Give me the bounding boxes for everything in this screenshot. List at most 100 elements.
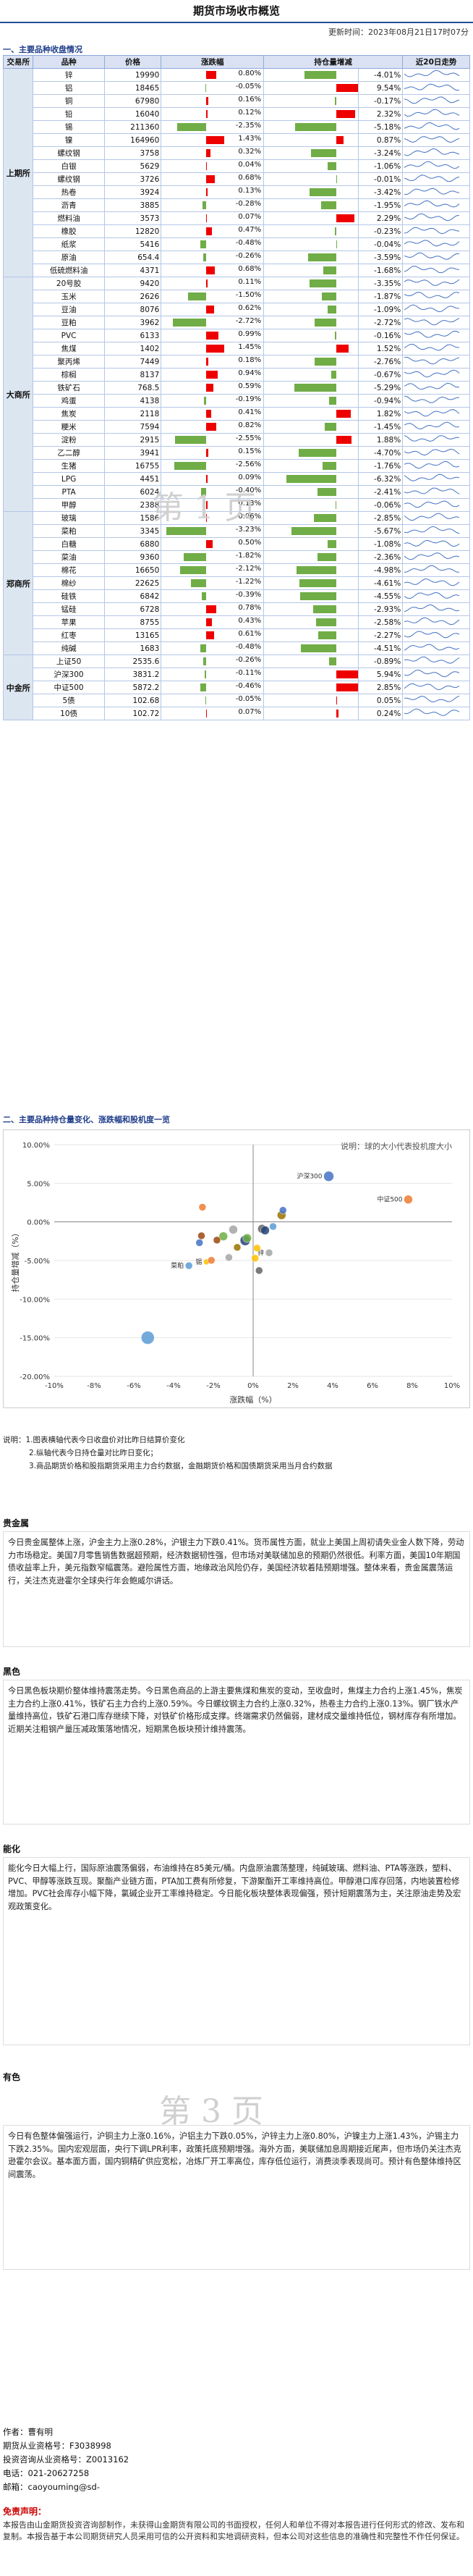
oi-bar <box>322 462 337 470</box>
oi-value: -0.17% <box>358 94 404 108</box>
change-bar <box>206 605 216 613</box>
oi-cell <box>263 198 359 212</box>
table-row: 白银 5629 0.04% -1.06% <box>4 159 470 173</box>
change-bar <box>184 553 207 561</box>
oi-cell <box>263 368 359 382</box>
oi-cell <box>263 303 359 316</box>
oi-cell <box>263 576 359 590</box>
oi-cell <box>263 107 359 121</box>
sparkline <box>404 70 460 77</box>
commodity-name: 螺纹钢 <box>33 146 105 160</box>
x-tick-label: 6% <box>367 1382 378 1390</box>
price-cell: 6880 <box>103 537 162 551</box>
oi-value: -0.16% <box>358 329 404 342</box>
oi-cell <box>263 641 359 655</box>
price-cell: 5872.2 <box>103 681 162 694</box>
change-value: 0.11% <box>238 278 262 286</box>
sparkline-cell <box>402 498 470 512</box>
price-cell: 19990 <box>103 68 162 82</box>
commodity-name: 铁矿石 <box>33 381 105 395</box>
advisor-id: 投资咨询从业资格号：Z0013162 <box>3 2454 129 2465</box>
oi-cell <box>263 290 359 303</box>
oi-bar <box>336 670 358 678</box>
change-bar <box>203 201 207 209</box>
oi-value: 2.32% <box>358 107 404 121</box>
section-heading: 黑色 <box>3 1667 21 1677</box>
change-bar <box>206 110 208 118</box>
change-cell: 1.43% <box>161 133 265 147</box>
section-heading: 能化 <box>3 1844 21 1854</box>
disclaimer-title: 免责声明： <box>3 2506 47 2517</box>
oi-bar <box>318 631 337 639</box>
data-point <box>195 1239 203 1247</box>
change-bar <box>166 527 207 535</box>
sparkline-line <box>404 435 460 442</box>
sparkline-cell <box>402 81 470 95</box>
change-value: 0.12% <box>238 109 262 117</box>
commodity-name: 聚丙烯 <box>33 355 105 369</box>
oi-cell <box>263 511 359 525</box>
table-row: 聚丙烯 7449 0.18% -2.76% <box>4 355 470 369</box>
change-cell: 0.15% <box>161 446 265 460</box>
sparkline <box>404 617 460 626</box>
sparkline-cell <box>402 668 470 681</box>
oi-value: -1.68% <box>358 264 404 277</box>
col-change: 涨跌幅 <box>161 55 265 69</box>
commodity-name: 铜 <box>33 94 105 108</box>
oi-cell <box>263 316 359 329</box>
change-value: 1.43% <box>238 135 262 143</box>
table-row: 锰硅 6728 0.78% -2.93% <box>4 602 470 616</box>
sparkline-cell <box>402 316 470 329</box>
sparkline <box>404 382 460 390</box>
oi-value: -1.45% <box>358 420 404 434</box>
oi-cell <box>263 224 359 238</box>
change-bar <box>206 475 208 483</box>
table-row: 纸浆 5416 -0.48% -0.04% <box>4 237 470 251</box>
price-cell: 8076 <box>103 303 162 316</box>
sparkline <box>404 539 460 547</box>
change-bar <box>206 136 224 144</box>
sparkline-line <box>404 631 460 639</box>
sparkline-cell <box>402 641 470 655</box>
price-cell: 2118 <box>103 407 162 421</box>
oi-cell <box>263 420 359 434</box>
oi-bar <box>329 657 337 665</box>
oi-value: -4.98% <box>358 563 404 577</box>
oi-cell <box>263 277 359 290</box>
commodity-name: 红枣 <box>33 628 105 642</box>
price-cell: 1402 <box>103 342 162 355</box>
change-value: -0.05% <box>235 83 262 91</box>
oi-value: -2.72% <box>358 316 404 329</box>
data-point <box>251 1254 259 1263</box>
price-cell: 16040 <box>103 107 162 121</box>
commodity-name: 菜粕 <box>33 524 105 538</box>
change-value: 0.99% <box>238 330 262 338</box>
change-value: -0.48% <box>235 643 262 651</box>
oi-value: 9.54% <box>358 81 404 95</box>
sparkline-line <box>404 604 460 613</box>
data-point <box>218 1232 228 1241</box>
price-cell: 9420 <box>103 277 162 290</box>
oi-value: -3.35% <box>358 277 404 290</box>
change-value: 0.61% <box>238 630 262 638</box>
sparkline <box>404 526 460 534</box>
sparkline-cell <box>402 681 470 694</box>
table-row: 白糖 6880 0.50% -1.08% <box>4 537 470 551</box>
sparkline-cell <box>402 485 470 499</box>
change-value: -1.22% <box>235 578 262 586</box>
sparkline-line <box>404 240 460 247</box>
commodity-name: 甲醇 <box>33 498 105 512</box>
oi-cell <box>263 342 359 355</box>
change-cell: -2.12% <box>161 563 265 577</box>
sparkline <box>404 148 460 156</box>
table-row: 沪深300 3831.2 -0.11% 5.94% <box>4 668 470 681</box>
data-point <box>141 1331 155 1344</box>
table-row: 上期所锌 19990 0.80% -4.01% <box>2 68 470 277</box>
commodity-name: 纸浆 <box>33 237 105 251</box>
change-bar <box>206 358 209 366</box>
phone: 电话：021-20627258 <box>3 2468 90 2478</box>
change-bar <box>206 423 217 431</box>
oi-cell <box>263 498 359 512</box>
oi-value: -2.93% <box>358 602 404 616</box>
section-text: 今日贵金属整体上涨，沪金主力上涨0.28%，沪银主力下跌0.41%。货币属性方面… <box>3 1531 470 1647</box>
